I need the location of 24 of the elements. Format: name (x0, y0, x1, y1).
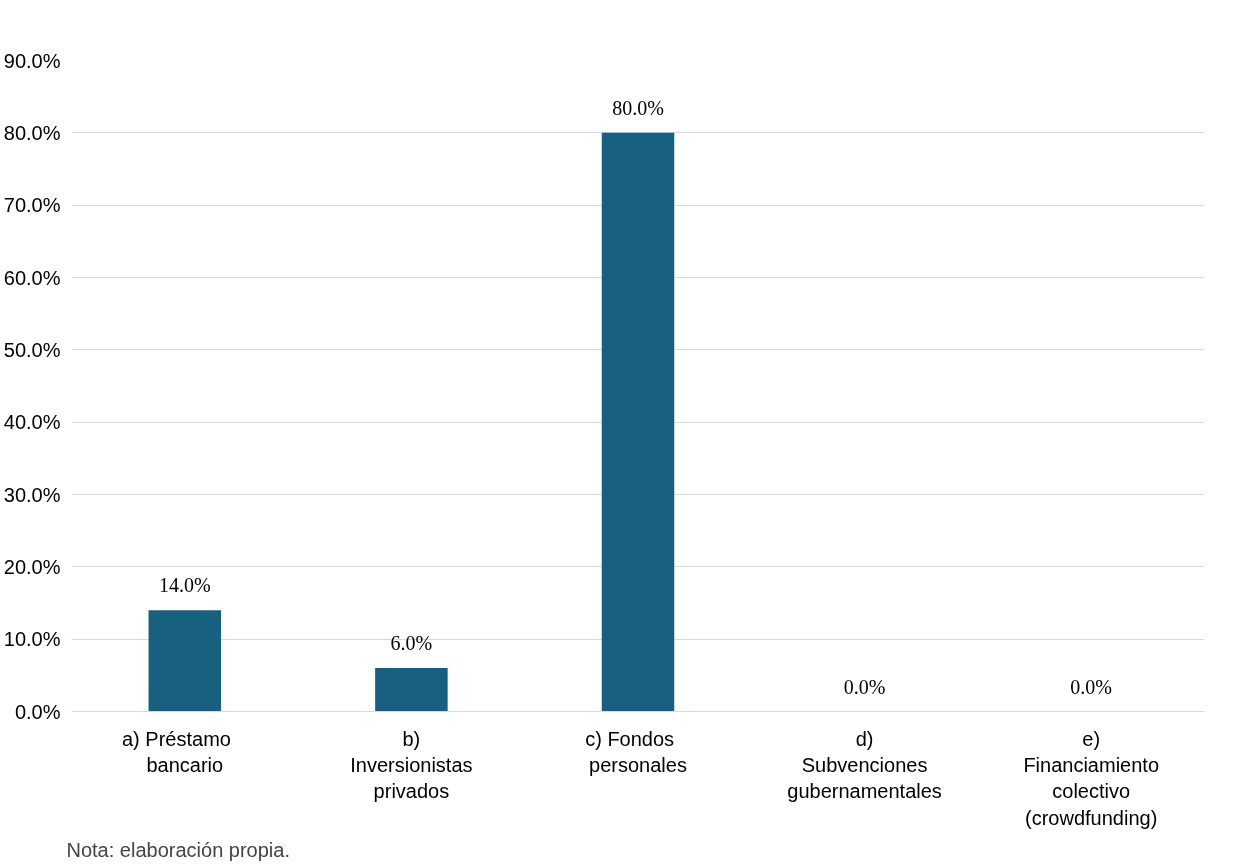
data-label: 0.0% (843, 675, 886, 698)
text: Nota: elaboración propia. (66, 838, 290, 861)
x-tick-label: e) Financiamiento colectivo (crowdfunding) (1023, 727, 1160, 829)
y-tick-label: 50.0% (3, 338, 61, 361)
x-tick-label: c) Fondos personales (585, 727, 687, 776)
bar (375, 668, 448, 712)
y-tick-label: 10.0% (3, 628, 61, 651)
y-tick-label: 20.0% (3, 555, 61, 578)
x-tick-label: d) Subvenciones gubernamentales (787, 727, 942, 803)
y-tick-label: 70.0% (3, 194, 61, 217)
y-tick-label: 0.0% (14, 700, 61, 723)
bar (601, 132, 675, 712)
x-tick-label: a) Préstamo bancario (122, 727, 231, 776)
y-tick-label: 30.0% (3, 483, 61, 506)
y-tick-label: 40.0% (3, 411, 61, 434)
y-tick-label: 80.0% (3, 121, 61, 144)
data-label: 0.0% (1070, 675, 1113, 698)
data-label: 6.0% (390, 632, 433, 655)
data-label: 80.0% (612, 96, 664, 119)
y-tick-label: 60.0% (3, 266, 61, 289)
x-tick-label: b) Inversionistas privados (350, 727, 473, 803)
bar (148, 610, 222, 712)
y-tick-label: 90.0% (3, 49, 61, 72)
data-label: 14.0% (158, 574, 211, 597)
